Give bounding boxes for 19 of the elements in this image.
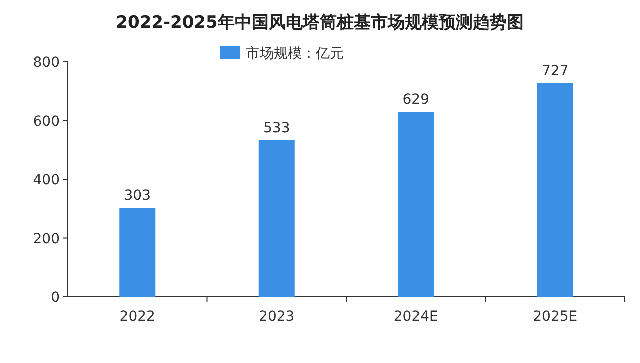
y-tick-label: 0 [51,290,60,306]
y-tick-label: 400 [33,172,60,188]
x-tick-label: 2023 [259,309,295,325]
chart-title: 2022-2025年中国风电塔筒桩基市场规模预测趋势图 [116,13,524,33]
y-tick-label: 200 [33,231,60,248]
x-tick-label: 2022 [120,309,156,325]
legend-label: 市场规模：亿元 [246,46,344,62]
bar [537,83,574,297]
data-label: 629 [402,92,430,108]
bar [258,140,295,297]
x-tick-label: 2025E [533,309,578,325]
y-tick-label: 800 [33,55,60,71]
data-label: 533 [264,120,290,136]
data-label: 727 [542,63,569,80]
bar [120,208,156,297]
data-label: 303 [124,188,151,204]
y-tick-label: 600 [33,114,60,130]
x-tick-label: 2024E [394,309,438,325]
bar [398,112,434,297]
